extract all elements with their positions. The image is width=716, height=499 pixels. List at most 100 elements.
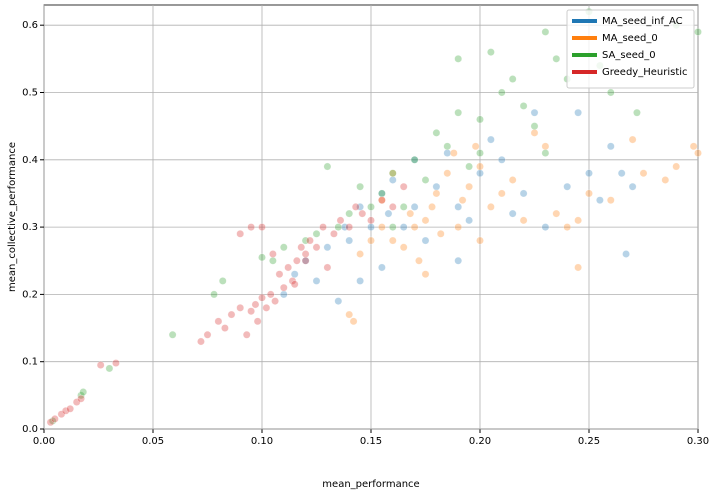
point: [530, 108, 539, 117]
point: [563, 182, 572, 191]
point: [356, 182, 364, 191]
point: [519, 216, 528, 225]
point: [541, 223, 550, 231]
x-axis-label: mean_performance: [322, 479, 419, 490]
point: [454, 54, 463, 63]
point: [367, 216, 375, 225]
point: [378, 189, 386, 198]
point: [454, 223, 463, 231]
point: [465, 216, 473, 225]
point: [323, 243, 332, 252]
point: [367, 236, 375, 245]
point: [410, 203, 419, 211]
point: [266, 290, 275, 299]
point: [465, 162, 473, 171]
point: [247, 223, 255, 231]
point: [476, 115, 484, 124]
point: [508, 75, 517, 83]
point: [378, 196, 386, 205]
y-tick-label: 0.3: [22, 222, 38, 233]
point: [421, 236, 430, 245]
point: [639, 169, 648, 178]
point: [290, 270, 299, 279]
point: [79, 388, 88, 396]
point: [247, 307, 255, 316]
point: [574, 108, 582, 117]
point: [301, 236, 310, 245]
legend-label: MA_seed_inf_AC: [602, 16, 683, 27]
point: [432, 182, 441, 191]
point: [399, 203, 408, 211]
point: [236, 229, 245, 238]
point: [388, 176, 397, 184]
point: [227, 310, 236, 319]
point: [432, 129, 441, 137]
y-tick-label: 0.6: [22, 20, 38, 31]
point: [251, 300, 260, 309]
point: [51, 415, 59, 423]
point: [406, 209, 415, 218]
point: [449, 149, 458, 157]
point: [275, 270, 284, 279]
x-tick-label: 0.30: [687, 436, 709, 447]
point: [323, 162, 332, 171]
y-tick-label: 0.2: [22, 289, 38, 300]
point: [454, 203, 463, 211]
point: [476, 162, 484, 171]
point: [334, 223, 343, 231]
point: [487, 203, 495, 211]
point: [197, 337, 205, 346]
point: [476, 149, 484, 157]
point: [519, 102, 528, 110]
point: [214, 317, 223, 326]
point: [689, 142, 698, 151]
point: [271, 297, 279, 305]
point: [633, 108, 641, 117]
point: [508, 209, 517, 218]
y-tick-label: 0.1: [22, 357, 38, 368]
point: [319, 223, 327, 231]
point: [297, 243, 306, 252]
point: [367, 203, 375, 211]
point: [351, 203, 360, 211]
point: [258, 223, 266, 231]
points: [46, 7, 702, 427]
point: [541, 142, 550, 151]
point: [454, 108, 463, 117]
point: [378, 223, 386, 231]
grid: 0.00 0.05 0.10 0.15 0.20 0.25 0.30 0.0 0.1 0.2 0.3…: [22, 5, 709, 447]
y-axis-label: mean_collective_performance: [7, 142, 18, 292]
point: [458, 196, 467, 205]
point: [340, 223, 349, 231]
point: [312, 243, 321, 252]
point: [443, 149, 452, 157]
point: [210, 290, 218, 299]
point: [574, 263, 582, 272]
point: [606, 88, 615, 97]
point: [356, 277, 364, 285]
point: [694, 28, 702, 36]
point: [77, 394, 85, 403]
point: [399, 223, 408, 231]
point: [530, 122, 539, 130]
point: [508, 176, 517, 184]
point: [606, 142, 615, 151]
legend-label: Greedy_Heuristic: [602, 67, 688, 78]
point: [541, 149, 550, 157]
point: [436, 229, 445, 238]
point: [622, 250, 630, 258]
x-tick-label: 0.20: [469, 436, 491, 447]
legend-box: [566, 9, 695, 89]
x-tick-label: 0.05: [142, 436, 164, 447]
point: [563, 223, 572, 231]
point: [661, 176, 670, 184]
point: [497, 189, 506, 198]
point: [410, 155, 419, 164]
point: [421, 216, 430, 225]
point: [356, 250, 364, 258]
point: [388, 203, 397, 211]
point: [487, 48, 495, 56]
point: [628, 182, 637, 191]
x-tick-label: 0.00: [33, 436, 55, 447]
point: [269, 256, 277, 265]
